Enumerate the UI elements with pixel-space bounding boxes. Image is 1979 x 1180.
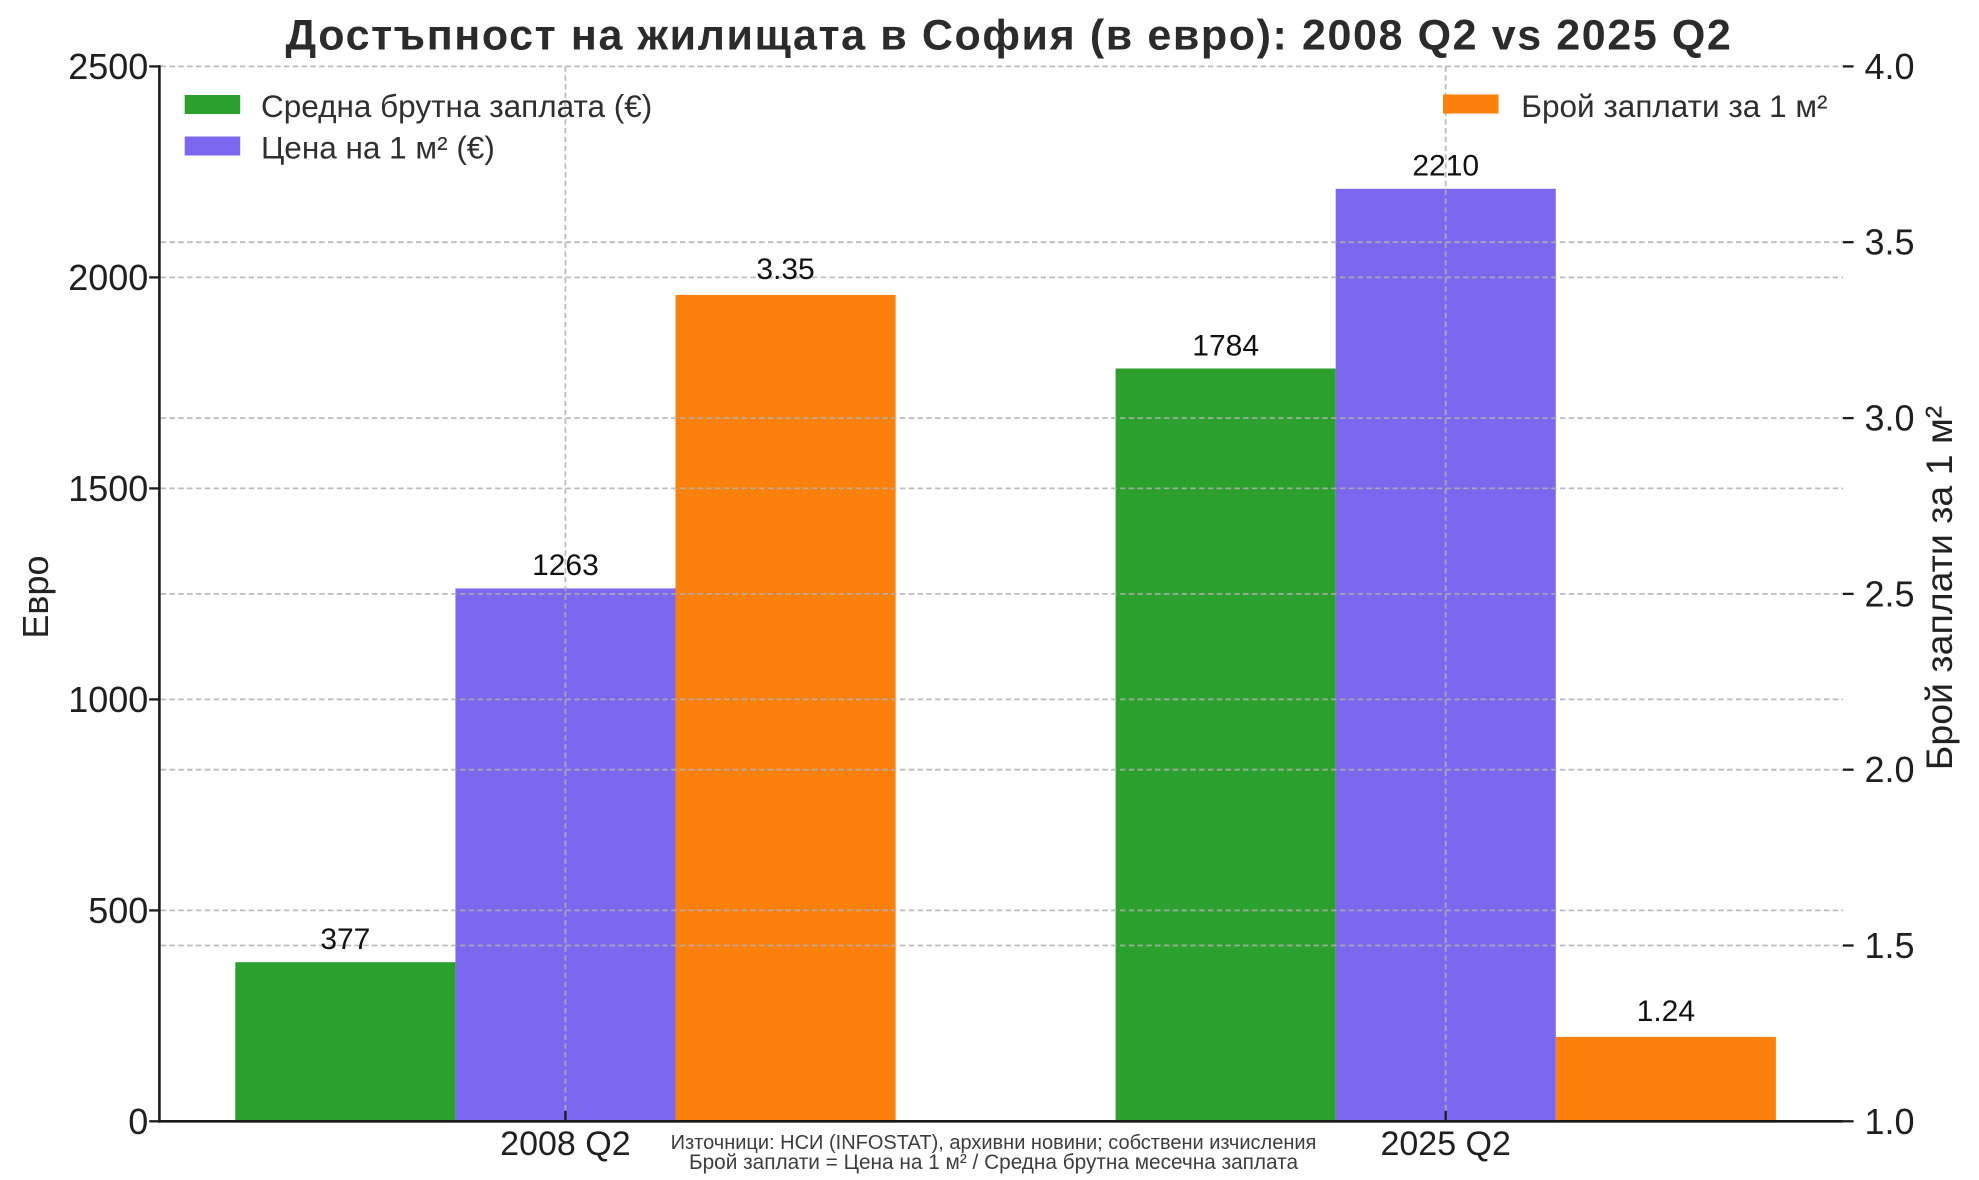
svg-text:2.5: 2.5 <box>1865 573 1915 614</box>
svg-text:1.24: 1.24 <box>1637 995 1695 1028</box>
svg-text:Брой заплати = Цена на 1 м² /: Брой заплати = Цена на 1 м² / Средна бру… <box>689 1151 1298 1174</box>
svg-text:2.0: 2.0 <box>1865 749 1915 790</box>
svg-text:2008 Q2: 2008 Q2 <box>500 1125 630 1163</box>
svg-text:3.5: 3.5 <box>1865 222 1915 263</box>
svg-text:Източници: НСИ (INFOSTAT), арх: Източници: НСИ (INFOSTAT), архивни новин… <box>671 1132 1317 1154</box>
svg-text:377: 377 <box>320 923 370 956</box>
svg-text:3.35: 3.35 <box>756 253 814 286</box>
svg-text:1.5: 1.5 <box>1865 925 1915 966</box>
svg-text:Брой заплати за 1 м²: Брой заплати за 1 м² <box>1918 406 1960 771</box>
svg-text:3.0: 3.0 <box>1865 398 1915 439</box>
svg-text:Брой заплати за 1 м²: Брой заплати за 1 м² <box>1521 88 1827 124</box>
svg-text:1.0: 1.0 <box>1865 1101 1915 1142</box>
svg-text:2025 Q2: 2025 Q2 <box>1380 1125 1510 1163</box>
svg-text:Достъпност на жилищата в София: Достъпност на жилищата в София (в евро):… <box>286 11 1733 59</box>
svg-text:1263: 1263 <box>532 549 599 582</box>
svg-text:1500: 1500 <box>68 468 148 509</box>
svg-text:4.0: 4.0 <box>1865 46 1915 87</box>
svg-text:2000: 2000 <box>68 257 148 298</box>
svg-text:2210: 2210 <box>1412 150 1479 183</box>
svg-text:Цена на 1 м² (€): Цена на 1 м² (€) <box>261 129 495 165</box>
svg-text:Евро: Евро <box>15 555 56 638</box>
svg-text:0: 0 <box>128 1101 148 1142</box>
svg-text:1784: 1784 <box>1192 329 1259 362</box>
svg-text:500: 500 <box>88 890 148 931</box>
svg-text:2500: 2500 <box>68 46 148 87</box>
svg-text:1000: 1000 <box>68 679 148 720</box>
svg-text:Средна брутна заплата (€): Средна брутна заплата (€) <box>261 88 652 124</box>
